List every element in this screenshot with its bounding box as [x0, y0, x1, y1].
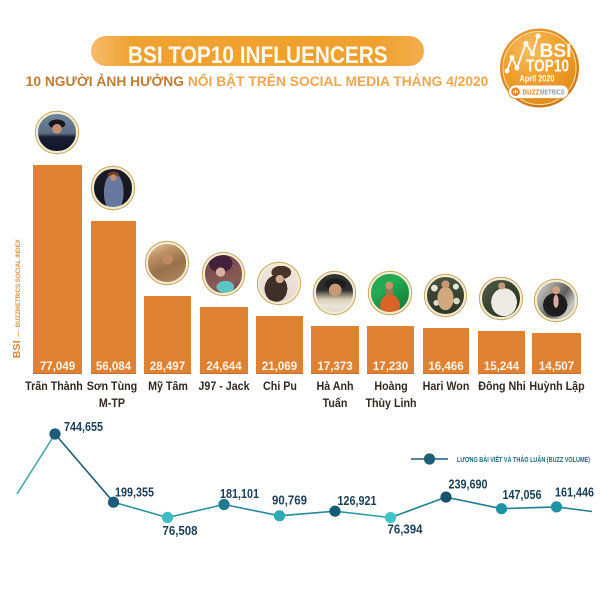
svg-text:LƯỢNG BÀI VIẾT VÀ THẢO LUẬN (B: LƯỢNG BÀI VIẾT VÀ THẢO LUẬN (BUZZ VOLUME…	[457, 454, 590, 464]
svg-text:TOP10: TOP10	[526, 56, 569, 76]
svg-text:239,690: 239,690	[449, 477, 488, 492]
svg-text:126,921: 126,921	[338, 493, 377, 508]
svg-text:BSI: BSI	[540, 40, 572, 62]
svg-text:181,101: 181,101	[220, 486, 259, 501]
svg-text:METRICS: METRICS	[540, 87, 565, 96]
svg-text:90,769: 90,769	[272, 493, 307, 508]
svg-text:744,655: 744,655	[64, 419, 103, 434]
svg-text:199,355: 199,355	[115, 485, 154, 500]
svg-text:161,446: 161,446	[555, 485, 594, 500]
svg-text:April 2020: April 2020	[520, 74, 555, 85]
svg-text:147,056: 147,056	[503, 487, 542, 502]
svg-text:76,394: 76,394	[388, 522, 424, 537]
svg-text:76,508: 76,508	[163, 523, 198, 538]
svg-text:BUZZ: BUZZ	[523, 87, 540, 96]
